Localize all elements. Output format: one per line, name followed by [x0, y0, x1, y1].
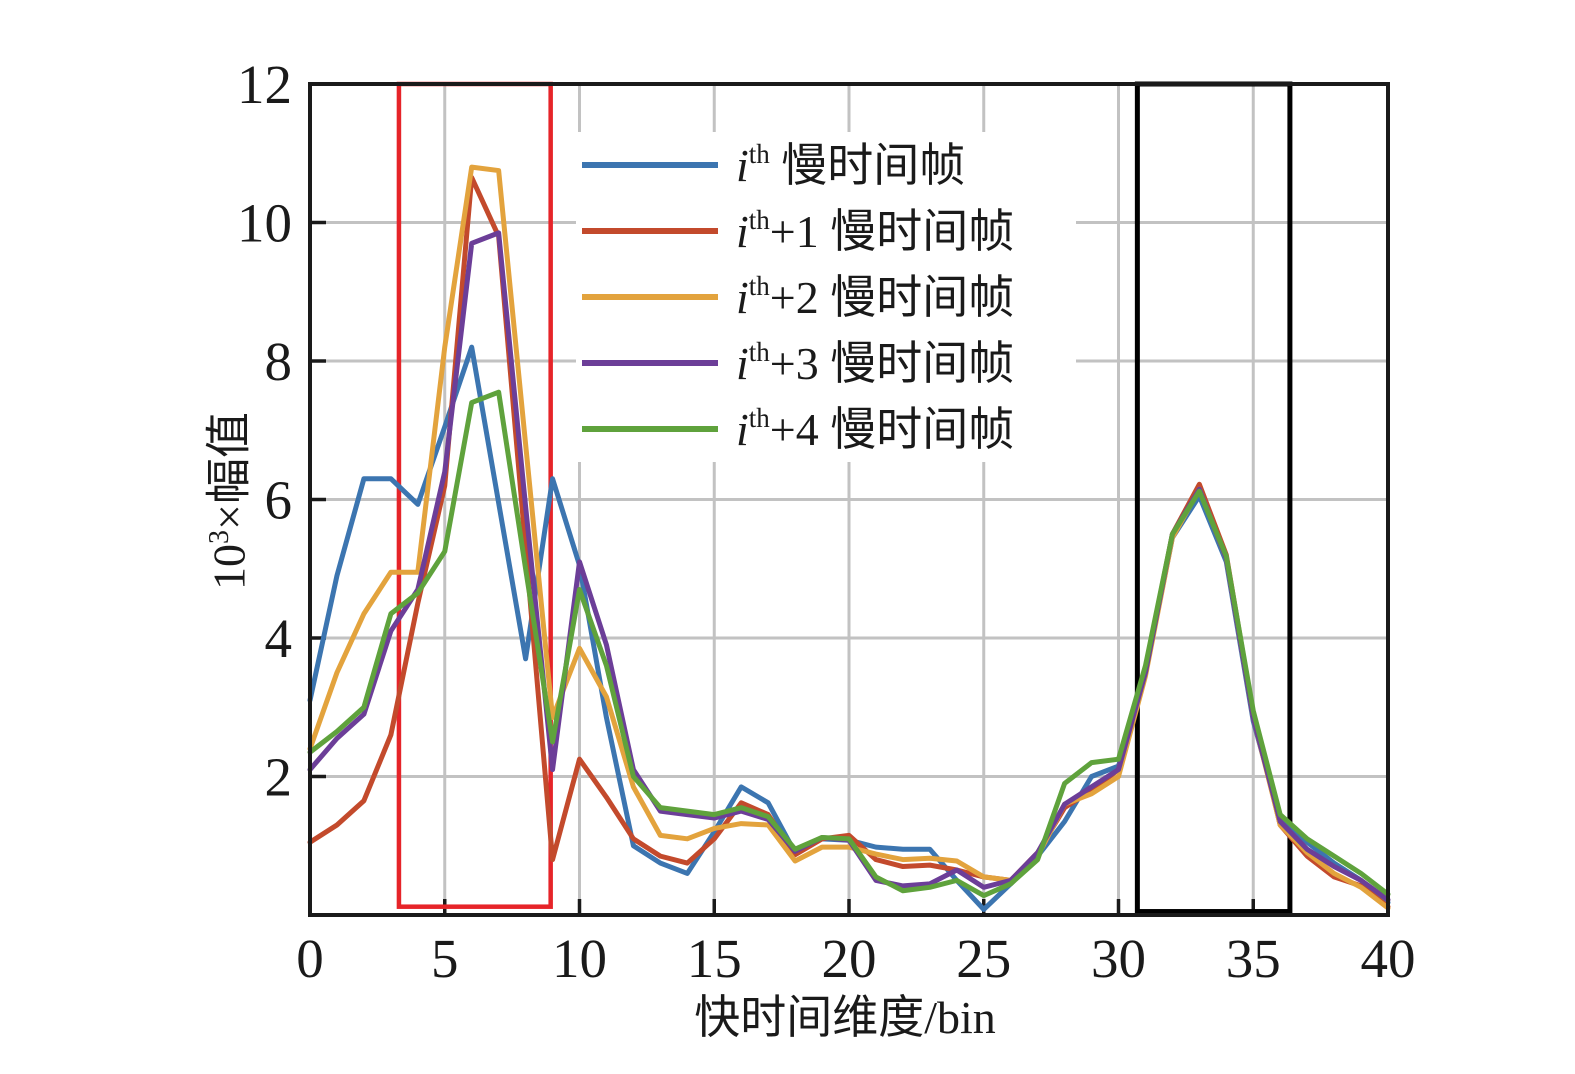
- legend-label-ith2: ith+2 慢时间帧: [736, 271, 1015, 323]
- y-tick-label: 6: [265, 470, 293, 531]
- x-axis-label: 快时间维度/bin: [694, 992, 996, 1043]
- y-axis-label-prefix: 10: [203, 543, 255, 590]
- x-tick-label: 10: [552, 928, 607, 989]
- y-tick-label: 10: [237, 193, 292, 254]
- legend-swatch-ith4: [582, 426, 718, 432]
- legend-item-ith: ith 慢时间帧: [576, 132, 1076, 198]
- y-tick-label: 4: [265, 608, 293, 669]
- legend-label-ith4: ith+4 慢时间帧: [736, 403, 1015, 455]
- y-tick-label: 12: [237, 54, 292, 115]
- legend-item-ith4: ith+4 慢时间帧: [576, 396, 1076, 462]
- x-tick-label: 35: [1226, 928, 1281, 989]
- legend-swatch-ith3: [582, 360, 718, 366]
- legend-item-ith1: ith+1 慢时间帧: [576, 198, 1076, 264]
- axis-box: [308, 82, 1390, 917]
- x-tick-label: 0: [296, 928, 324, 989]
- y-axis-label-suffix: ×幅值: [203, 412, 255, 530]
- legend-swatch-ith: [582, 162, 718, 168]
- x-tick-label: 15: [687, 928, 742, 989]
- legend-label-ith: ith 慢时间帧: [736, 139, 966, 191]
- legend-item-ith3: ith+3 慢时间帧: [576, 330, 1076, 396]
- x-tick-label: 5: [431, 928, 459, 989]
- x-tick-label: 20: [822, 928, 877, 989]
- legend: ith 慢时间帧 ith+1 慢时间帧 ith+2 慢时间帧 ith+3 慢时间帧 it…: [576, 132, 1076, 462]
- legend-item-ith2: ith+2 慢时间帧: [576, 264, 1076, 330]
- y-axis-label-exponent: 3: [204, 529, 235, 544]
- y-tick-label: 8: [265, 331, 293, 392]
- black-box-highlight: [1134, 81, 1293, 915]
- y-tick-label: 2: [265, 747, 293, 808]
- series-line-ith4: [307, 389, 1391, 899]
- x-tick-label: 30: [1091, 928, 1146, 989]
- y-axis-label: 103×幅值: [191, 341, 254, 661]
- legend-swatch-ith1: [582, 228, 718, 234]
- x-tick-label: 25: [956, 928, 1011, 989]
- legend-swatch-ith2: [582, 294, 718, 300]
- x-tick-label: 40: [1361, 928, 1416, 989]
- legend-label-ith3: ith+3 慢时间帧: [736, 337, 1015, 389]
- legend-label-ith1: ith+1 慢时间帧: [736, 205, 1015, 257]
- tick-labels: 0 5 10 15 20 25 30 35 40 2 4 6 8 10 12: [237, 54, 1416, 989]
